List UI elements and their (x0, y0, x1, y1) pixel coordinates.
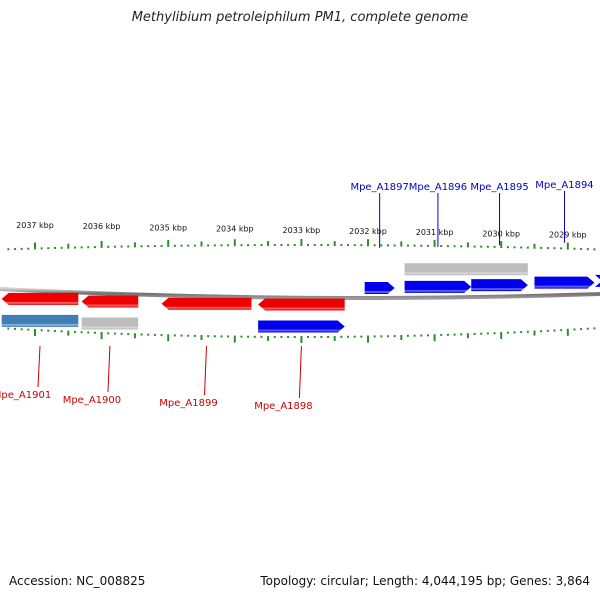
scale-label: 2037 kbp (16, 221, 54, 230)
gene-label[interactable]: Mpe_A1899 (159, 398, 217, 409)
scale-label: 2035 kbp (149, 223, 187, 232)
gene-label[interactable]: Mpe_A1897 (350, 182, 408, 193)
scale-label: 2029 kbp (549, 231, 587, 240)
genome-backbone (0, 287, 600, 300)
gene-label[interactable]: Mpe_A1896 (409, 182, 467, 193)
gene-feature (534, 276, 595, 289)
gene-feature (81, 317, 139, 330)
scale-ticks-inner (7, 327, 596, 343)
gene-label[interactable]: Mpe_A1895 (470, 182, 528, 193)
gene-labels: Mpe_A1901 Mpe_A1900 Mpe_A1899 Mpe_A1898 Mpe_… (0, 180, 594, 412)
scale-label: 2036 kbp (83, 222, 121, 231)
scale-labels: 2037 kbp 2036 kbp 2035 kbp 2034 kbp 2033 kbp… (16, 221, 587, 240)
scale-label: 2031 kbp (416, 228, 454, 237)
gene-feature (1, 292, 79, 305)
scale-ticks-outer (7, 239, 596, 251)
gene-feature (258, 320, 345, 333)
gene-feature (364, 281, 395, 294)
scale-label: 2034 kbp (216, 225, 254, 234)
gene-label[interactable]: Mpe_A1894 (535, 180, 593, 191)
scale-label: 2033 kbp (283, 226, 321, 235)
gene-feature (258, 298, 345, 311)
leader-line (107, 345, 111, 393)
gene-feature (404, 280, 472, 293)
leader-line (203, 345, 207, 396)
gene-feature (81, 295, 139, 308)
gene-feature (595, 274, 600, 287)
gene-label[interactable]: Mpe_A1898 (254, 401, 312, 412)
scale-label: 2032 kbp (349, 227, 387, 236)
accession-text: Accession: NC_008825 (9, 574, 146, 588)
scale-label: 2030 kbp (482, 229, 520, 238)
gene-feature (1, 314, 79, 327)
gene-feature (161, 297, 252, 310)
gene-feature (471, 279, 528, 292)
map-title: Methylibium petroleiphilum PM1, complete… (131, 10, 469, 25)
leader-line (298, 345, 302, 399)
gene-label[interactable]: Mpe_A1901 (0, 390, 51, 401)
gene-feature (404, 263, 528, 276)
gene-label[interactable]: Mpe_A1900 (63, 395, 121, 406)
leader-line (37, 345, 41, 388)
gene-features (1, 263, 600, 333)
genome-summary: Topology: circular; Length: 4,044,195 bp… (260, 574, 590, 588)
